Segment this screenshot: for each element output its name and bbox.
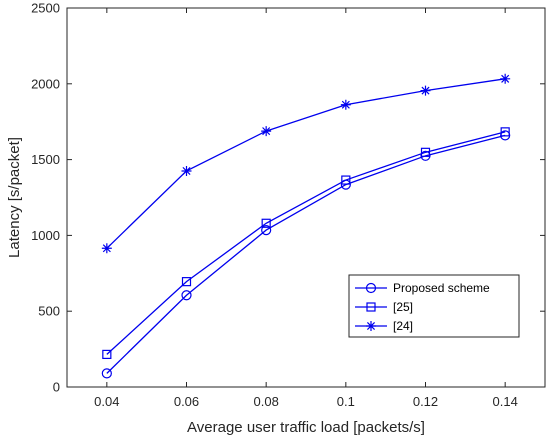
series-line [106, 134, 506, 374]
data-point-asterisk [420, 85, 431, 96]
series-layer [101, 73, 511, 379]
legend-item: [24] [355, 319, 413, 333]
data-point-square [500, 127, 510, 137]
legend-label: [24] [393, 319, 413, 333]
y-tick-label: 2000 [31, 76, 60, 91]
data-point-circle [261, 224, 272, 236]
data-point-square [341, 175, 351, 185]
y-axis-label: Latency [s/packet] [6, 137, 23, 258]
series-line [106, 131, 506, 355]
legend-item: Proposed scheme [355, 281, 490, 295]
data-point-circle [181, 290, 192, 301]
legend-marker-circle [365, 282, 377, 294]
data-point-square [261, 218, 271, 228]
x-tick-label: 0.1 [337, 394, 355, 409]
x-axis-label: Average user traffic load [packets/s] [187, 419, 425, 436]
data-point-asterisk [340, 99, 351, 110]
data-point-asterisk [500, 73, 511, 84]
legend-marker-asterisk [366, 321, 376, 331]
data-point-asterisk [101, 243, 112, 254]
data-point-asterisk [261, 126, 272, 137]
legend: Proposed scheme [25] [24] [348, 274, 520, 338]
x-tick-label: 0.12 [413, 394, 438, 409]
x-tick-label: 0.08 [254, 394, 279, 409]
y-tick-label: 2500 [31, 1, 60, 16]
data-point-circle [101, 368, 112, 379]
data-point-square [102, 349, 112, 360]
series-asterisk [101, 73, 511, 254]
x-tick-label: 0.04 [94, 394, 119, 409]
y-tick-label: 500 [38, 304, 60, 319]
y-tick-label: 1500 [31, 152, 60, 167]
legend-marker-square [366, 302, 376, 312]
series-line [106, 78, 506, 249]
y-tick-label: 0 [53, 380, 60, 395]
legend-box [348, 274, 520, 338]
data-point-square [181, 277, 192, 287]
x-tick-label: 0.06 [174, 394, 199, 409]
series-square [102, 127, 510, 360]
x-axis-ticks: 0.04 0.06 0.08 0.1 0.12 0.14 [94, 8, 518, 409]
y-tick-label: 1000 [31, 228, 60, 243]
legend-item: [25] [355, 300, 413, 314]
data-point-asterisk [181, 165, 192, 176]
legend-label: Proposed scheme [393, 281, 490, 295]
data-point-square [420, 147, 431, 157]
x-tick-label: 0.14 [493, 394, 518, 409]
legend-label: [25] [393, 300, 413, 314]
y-axis-ticks: 0 500 1000 1500 2000 2500 [31, 1, 545, 395]
